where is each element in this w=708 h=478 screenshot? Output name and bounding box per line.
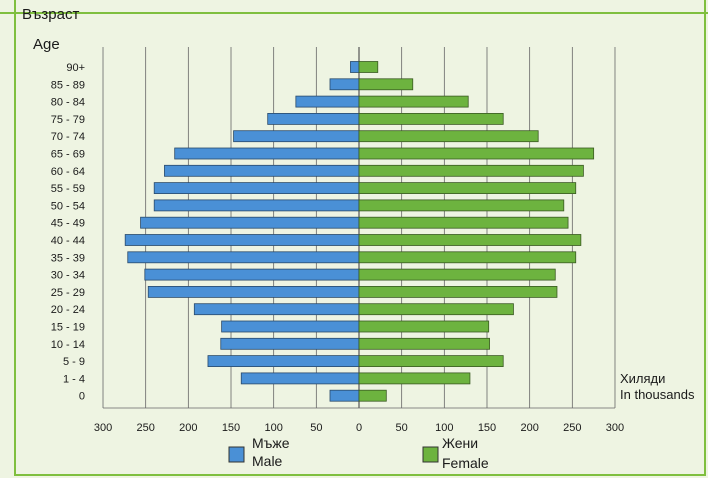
age-group-label: 80 - 84 — [51, 97, 85, 109]
legend-swatch-male — [228, 446, 245, 463]
x-tick-label: 100 — [264, 422, 282, 434]
bar-female — [358, 389, 387, 402]
legend-swatch-female — [422, 446, 439, 463]
bar-female — [358, 95, 469, 108]
bar-male — [267, 113, 360, 125]
age-label-en: Age — [33, 36, 60, 53]
bar-male — [174, 147, 360, 160]
x-tick-label: 300 — [94, 422, 112, 434]
bar-male — [350, 61, 360, 73]
unit-label-bg: Хиляди — [620, 371, 665, 386]
age-group-label: 10 - 14 — [51, 339, 85, 351]
x-tick-label: 150 — [478, 422, 496, 434]
bar-female — [358, 61, 379, 73]
bar-female — [358, 303, 514, 316]
legend-label-male-en: Male — [252, 453, 283, 469]
age-label-bg: Възраст — [22, 6, 79, 23]
age-group-label: 75 - 79 — [51, 114, 85, 126]
bar-male — [207, 355, 360, 368]
bar-female — [358, 355, 504, 368]
age-group-label: 0 — [79, 391, 85, 403]
x-tick-label: 250 — [563, 422, 581, 434]
bar-female — [358, 320, 490, 333]
age-group-label: 30 - 34 — [51, 270, 85, 282]
x-tick-label: 200 — [179, 422, 197, 434]
top-strip — [0, 0, 708, 14]
bar-female — [358, 285, 558, 298]
age-group-label: 45 - 49 — [51, 218, 85, 230]
age-group-label: 65 - 69 — [51, 149, 85, 161]
x-tick-label: 300 — [606, 422, 624, 434]
bar-female — [358, 164, 584, 177]
bar-male — [295, 95, 360, 108]
unit-label-en: In thousands — [620, 387, 695, 402]
bar-male — [144, 268, 360, 281]
age-group-label: 60 - 64 — [51, 166, 85, 178]
bar-male — [153, 182, 360, 195]
age-group-labels: 90+ 85 - 89 80 - 84 75 - 79 70 - 74 65 - 69 60… — [51, 62, 85, 403]
age-group-label: 55 - 59 — [51, 183, 85, 195]
bar-female — [358, 216, 569, 229]
bar-female — [358, 268, 556, 281]
x-tick-label: 150 — [222, 422, 240, 434]
x-tick-label: 50 — [310, 422, 322, 434]
bar-male — [233, 130, 360, 143]
x-tick-label: 250 — [136, 422, 154, 434]
bar-female — [358, 234, 582, 246]
bar-male — [329, 389, 360, 402]
bar-male — [127, 251, 360, 264]
x-tick-labels: 300 250 200 150 100 50 0 50 100 150 200 250 300 — [94, 422, 624, 434]
age-group-label: 5 - 9 — [63, 356, 85, 368]
bar-female — [358, 337, 490, 350]
age-group-label: 70 - 74 — [51, 131, 85, 143]
bar-female — [358, 147, 595, 160]
age-group-label: 1 - 4 — [63, 373, 85, 385]
legend-label-female-en: Female — [442, 455, 489, 471]
bar-female — [358, 372, 471, 385]
bar-male — [153, 199, 360, 212]
bar-male — [164, 164, 360, 177]
bar-male — [124, 234, 360, 246]
legend-label-male-bg: Мъже — [252, 435, 290, 451]
panel-border — [14, 0, 706, 476]
x-tick-label: 200 — [520, 422, 538, 434]
bar-female — [358, 130, 539, 143]
bar-male — [240, 372, 360, 385]
age-group-label: 20 - 24 — [51, 304, 85, 316]
x-tick-label: 0 — [356, 422, 362, 434]
bar-female — [358, 78, 414, 91]
bars — [124, 61, 595, 402]
bar-male — [220, 337, 360, 350]
bar-female — [358, 113, 504, 125]
x-tick-label: 50 — [396, 422, 408, 434]
legend-label-female-bg: Жени — [442, 435, 478, 451]
age-group-label: 15 - 19 — [51, 322, 85, 334]
x-tick-label: 100 — [435, 422, 453, 434]
age-group-label: 90+ — [66, 62, 85, 74]
age-group-label: 85 - 89 — [51, 79, 85, 91]
age-group-label: 35 - 39 — [51, 252, 85, 264]
bar-female — [358, 182, 577, 195]
bar-male — [329, 78, 360, 91]
bar-female — [358, 251, 577, 264]
bar-male — [147, 285, 360, 298]
bar-male — [221, 320, 360, 333]
age-group-label: 40 - 44 — [51, 235, 85, 247]
age-group-label: 25 - 29 — [51, 287, 85, 299]
bar-male — [193, 303, 360, 316]
bar-male — [140, 216, 360, 229]
bar-female — [358, 199, 565, 212]
age-group-label: 50 - 54 — [51, 200, 85, 212]
